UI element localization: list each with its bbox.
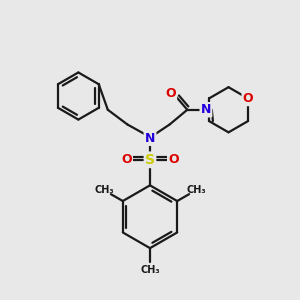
Text: N: N bbox=[201, 103, 211, 116]
Text: O: O bbox=[243, 92, 254, 105]
Text: N: N bbox=[145, 132, 155, 145]
Text: O: O bbox=[165, 87, 176, 100]
Text: CH₃: CH₃ bbox=[140, 265, 160, 275]
Text: S: S bbox=[145, 153, 155, 167]
Text: CH₃: CH₃ bbox=[186, 185, 206, 195]
Text: CH₃: CH₃ bbox=[94, 185, 114, 195]
Text: O: O bbox=[121, 153, 132, 166]
Text: O: O bbox=[168, 153, 179, 166]
